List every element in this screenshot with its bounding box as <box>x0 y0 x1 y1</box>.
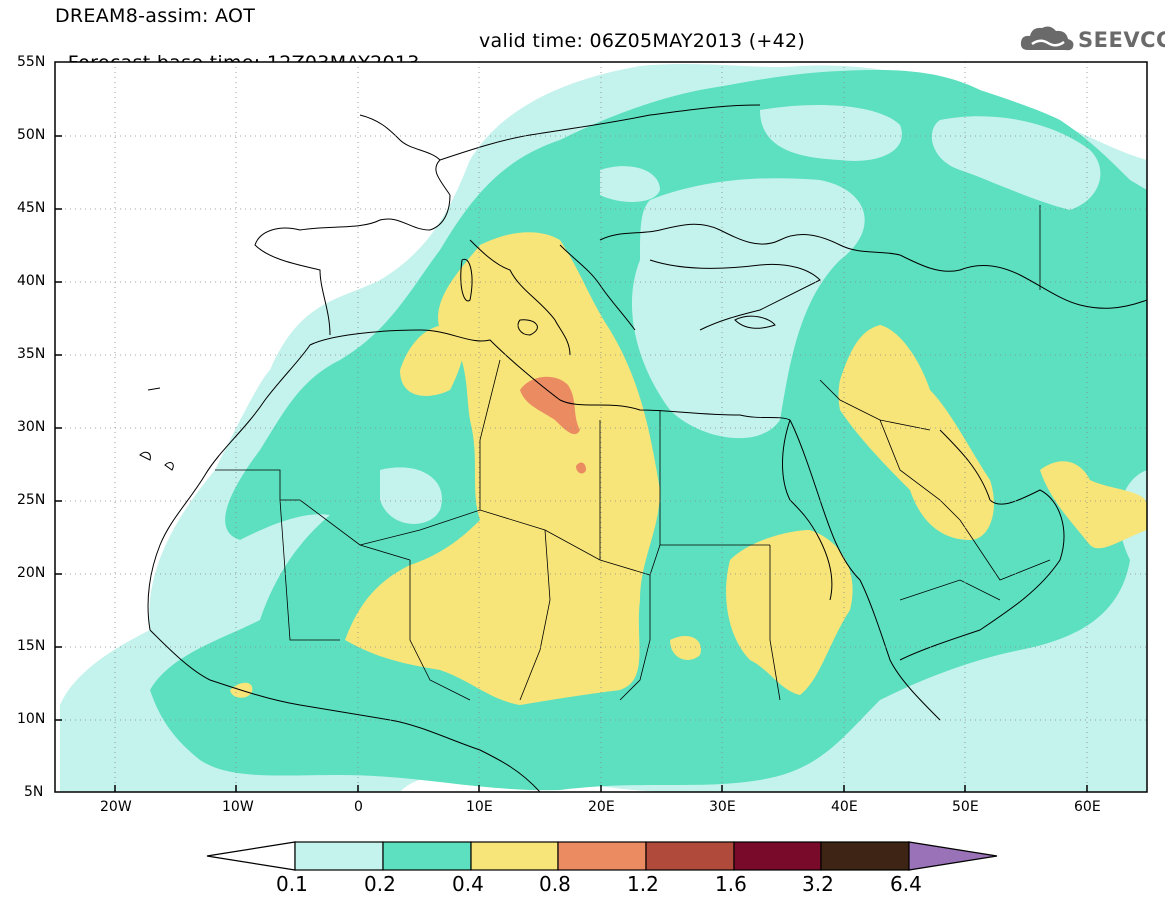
lon-label: 20E <box>588 799 615 815</box>
colorbar-swatch <box>470 841 559 871</box>
lat-label: 45N <box>17 200 46 216</box>
coastlines <box>147 104 1147 792</box>
country-borders <box>215 205 1051 701</box>
colorbar-label: 3.2 <box>802 872 834 896</box>
map-title: DREAM8-assim: AOT <box>55 5 256 27</box>
colorbar-swatch <box>557 841 647 871</box>
aot-level-0.8 <box>520 376 580 435</box>
colorbar-label: 1.6 <box>715 872 747 896</box>
lon-label: 50E <box>952 799 979 815</box>
colorbar-label: 0.2 <box>364 872 396 896</box>
graticule <box>55 62 1147 792</box>
colorbar-swatch <box>294 841 384 871</box>
lat-label: 55N <box>17 54 46 70</box>
colorbar-swatch <box>645 841 735 871</box>
lon-label: 20W <box>100 799 132 815</box>
colorbar-swatch <box>733 841 822 871</box>
lat-label: 35N <box>17 346 46 362</box>
cloud-icon <box>1020 26 1074 51</box>
lon-label: 0 <box>354 799 363 815</box>
colorbar-label: 0.8 <box>539 872 571 896</box>
lat-label: 10N <box>17 711 46 727</box>
valid-time: valid time: 06Z05MAY2013 (+42) <box>479 30 806 52</box>
lon-label: 10W <box>222 799 254 815</box>
colorbar-label: 0.1 <box>276 872 308 896</box>
colorbar-label: 0.4 <box>452 872 484 896</box>
lon-label: 60E <box>1074 799 1101 815</box>
aot-level-0.4 <box>345 232 660 705</box>
lat-label: 5N <box>24 784 44 800</box>
colorbar-under-arrow <box>206 841 296 871</box>
lon-label: 30E <box>709 799 736 815</box>
lat-label: 40N <box>17 273 46 289</box>
lat-label: 30N <box>17 419 46 435</box>
logo-text: SEEVCCC <box>1078 28 1165 52</box>
colorbar-swatch <box>820 841 910 871</box>
colorbar-over-arrow <box>908 841 998 871</box>
colorbar-label: 1.2 <box>627 872 659 896</box>
lat-label: 25N <box>17 492 46 508</box>
colorbar-swatch <box>382 841 472 871</box>
lat-label: 15N <box>17 638 46 654</box>
lon-label: 10E <box>466 799 493 815</box>
lat-label: 50N <box>17 127 46 143</box>
seevccc-logo: SEEVCCC <box>1018 22 1165 56</box>
colorbar-label: 6.4 <box>890 872 922 896</box>
colorbar <box>206 841 998 871</box>
aot-map <box>54 61 1148 793</box>
lat-label: 20N <box>17 565 46 581</box>
lon-label: 40E <box>831 799 858 815</box>
